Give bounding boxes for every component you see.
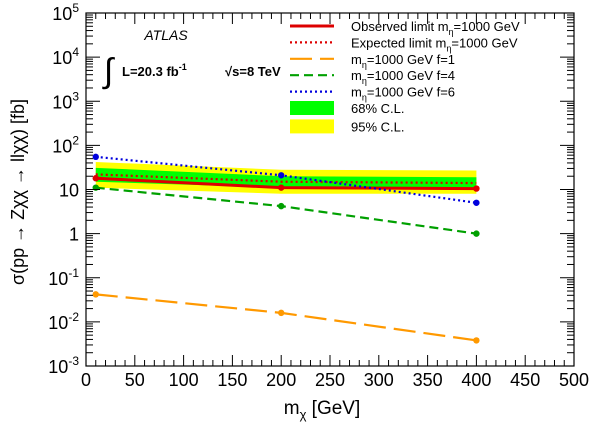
sqrt-sign: √ — [225, 64, 233, 79]
data-point-f1-0 — [92, 291, 99, 298]
x-axis-label-main: m — [284, 398, 300, 419]
data-point-observed-0 — [92, 175, 99, 182]
series-line-expected — [95, 173, 477, 185]
y-tick-label: 104 — [52, 45, 79, 68]
x-axis-label-unit: [GeV] — [306, 398, 360, 419]
x-tick-label: 250 — [315, 370, 345, 390]
y-tick-label: 10-3 — [48, 354, 79, 377]
energy-label: √s=8 TeV — [225, 64, 281, 79]
x-tick-label: 400 — [461, 370, 491, 390]
legend-label-f6: mη=1000 GeV f=6 — [351, 85, 455, 103]
luminosity-label: L=20.3 fb-1 — [122, 62, 187, 79]
legend-label-f4: mη=1000 GeV f=4 — [351, 68, 455, 86]
data-point-observed-2 — [473, 185, 480, 192]
data-point-f6-2 — [473, 199, 480, 206]
data-point-f6-1 — [278, 172, 285, 179]
x-tick-label: 450 — [510, 370, 540, 390]
x-tick-label: 50 — [125, 370, 145, 390]
y-tick-label: 10-1 — [48, 266, 79, 289]
legend-label-expected: Expected limit mη=1000 GeV — [351, 35, 518, 53]
x-tick-label: 300 — [364, 370, 394, 390]
x-axis-label-sub: χ — [300, 407, 307, 422]
series-lines — [92, 153, 480, 344]
integral-sign: ∫ — [102, 52, 115, 90]
legend-label-f1: mη=1000 GeV f=1 — [351, 52, 455, 70]
y-tick-label: 1 — [69, 225, 79, 245]
x-tick-label: 200 — [266, 370, 296, 390]
data-point-f4-1 — [278, 202, 285, 210]
legend-label-observed: Observed limit mη=1000 GeV — [351, 19, 520, 37]
y-axis-ticks: 10-3 10-2 10-1 1 10 102 103 104 105 — [48, 1, 574, 377]
legend-label-95: 95% C.L. — [351, 119, 404, 134]
legend-label-68: 68% C.L. — [351, 101, 404, 116]
x-tick-label: 350 — [413, 370, 443, 390]
x-tick-label: 0 — [81, 370, 91, 390]
data-point-f4-2 — [473, 230, 480, 237]
y-tick-label: 102 — [52, 133, 79, 156]
y-tick-label: 10-2 — [48, 310, 79, 333]
x-tick-label: 150 — [217, 370, 247, 390]
x-tick-label: 100 — [169, 370, 199, 390]
y-axis-label: σ(pp → Zχχ → llχχ) [fb] — [8, 99, 28, 285]
legend-swatch-68 — [290, 101, 334, 115]
experiment-label: ATLAS — [143, 27, 188, 43]
y-tick-label: 105 — [52, 1, 79, 24]
y-tick-label: 10 — [59, 181, 79, 201]
data-point-observed-1 — [278, 184, 285, 191]
y-tick-label: 103 — [52, 89, 79, 112]
x-axis-label: mχ [GeV] — [284, 398, 361, 422]
legend-swatch-95 — [290, 119, 334, 134]
x-tick-label: 500 — [559, 370, 589, 390]
series-line-f1 — [95, 293, 477, 342]
data-point-f1-2 — [473, 337, 480, 344]
x-axis-ticks: 0 50 100 150 200 250 300 350 400 450 500 — [81, 13, 589, 390]
data-point-f1-1 — [278, 309, 285, 317]
data-point-f6-0 — [92, 153, 99, 161]
